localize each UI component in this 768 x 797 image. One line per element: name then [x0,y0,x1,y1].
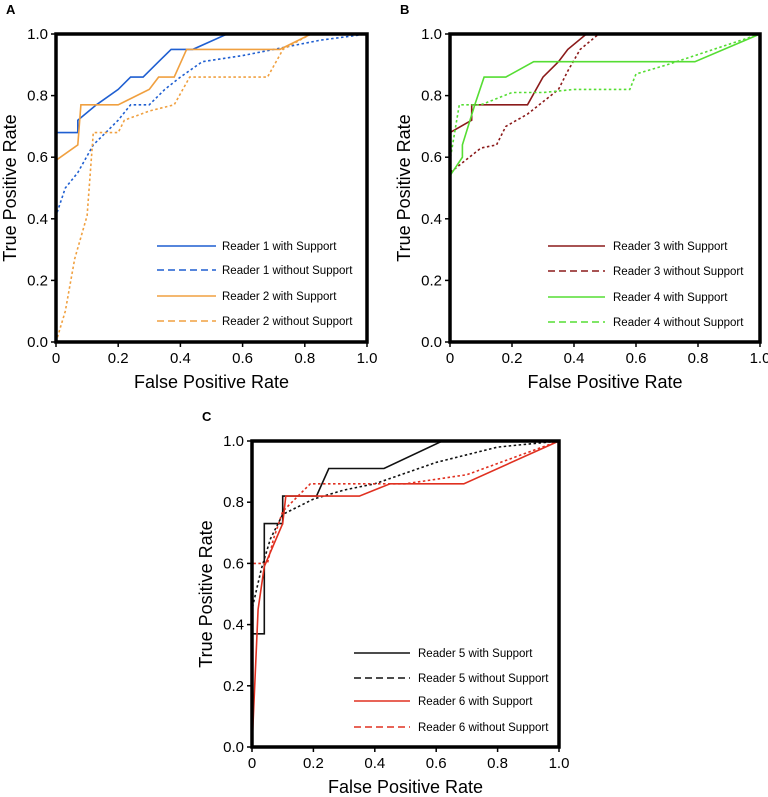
y-tick-label-a: 0.8 [27,88,48,105]
legend-label-a-3: Reader 2 with Support [222,291,337,303]
roc-curve-b-1 [449,33,760,342]
panel-label-a: A [6,2,16,17]
panel-a: A 0 0.2 0.4 0.6 0.8 1.0 0.0 0.2 0.4 0.6 0.8 1.0 False… [0,2,377,392]
panel-c: C 0 0.2 0.4 0.6 0.8 1.0 0.0 0.2 0.4 0.6 0.8 1.0 False… [196,409,569,797]
legend-b: Reader 3 with Support Reader 3 without Su… [548,241,744,329]
y-axis-title-c: True Positive Rate [196,520,216,667]
roc-curve-c-2 [251,440,560,747]
y-axis-title-b: True Positive Rate [394,114,414,261]
x-tick-label-c: 0.8 [487,755,508,772]
y-tick-label-c: 0.8 [223,494,244,511]
y-tick-label-a: 1.0 [27,26,48,43]
y-axis-title-a: True Positive Rate [0,114,20,261]
x-tick-label-c: 0.2 [303,755,324,772]
legend-label-a-4: Reader 2 without Support [222,316,353,328]
plot-frame-c [250,439,561,749]
legend-label-b-3: Reader 4 with Support [613,292,728,304]
x-axis-title-c: False Positive Rate [328,777,483,797]
legend-label-a-2: Reader 1 without Support [222,265,353,277]
legend-label-c-4: Reader 6 without Support [418,722,549,734]
x-tick-label-a: 0.4 [170,350,191,367]
x-tick-label-b: 0.6 [626,350,647,367]
x-tick-label-a: 0.8 [294,350,315,367]
legend-label-c-3: Reader 6 with Support [418,696,533,708]
x-tick-label-a: 0.6 [232,350,253,367]
roc-curve-b-2 [449,33,760,342]
legend-label-a-1: Reader 1 with Support [222,241,337,253]
y-tick-label-b: 0.4 [421,211,442,228]
y-tick-label-a: 0.4 [27,211,48,228]
y-tick-label-b: 1.0 [421,26,442,43]
legend-label-c-1: Reader 5 with Support [418,648,533,660]
roc-curve-c-1 [251,440,559,747]
y-tick-label-a: 0.2 [27,272,48,289]
x-axis-title-b: False Positive Rate [527,372,682,392]
y-tick-label-b: 0.8 [421,88,442,105]
x-tick-label-a: 0 [52,350,60,367]
x-tick-label-b: 0.4 [564,350,585,367]
x-tick-label-b: 0.2 [502,350,523,367]
x-tick-label-b: 1.0 [750,350,768,367]
panel-label-c: C [202,409,212,424]
x-axis-title-a: False Positive Rate [134,372,289,392]
x-tick-label-c: 0 [248,755,256,772]
y-tick-label-b: 0.6 [421,149,442,166]
x-tick-label-b: 0.8 [688,350,709,367]
x-tick-label-a: 1.0 [357,350,378,367]
x-tick-label-c: 0.4 [364,755,385,772]
roc-curve-b-3 [449,33,761,342]
y-tick-label-c: 0.2 [223,678,244,695]
x-tick-label-c: 1.0 [549,755,570,772]
y-tick-label-c: 0.6 [223,555,244,572]
panel-b: B 0 0.2 0.4 0.6 0.8 1.0 0.0 0.2 0.4 0.6 0.8 1.0 False… [394,2,768,392]
plot-frame-a [54,32,369,344]
y-tick-label-c: 0.4 [223,617,244,634]
legend-label-b-4: Reader 4 without Support [613,317,744,329]
roc-curve-c-3 [251,440,560,748]
y-tick-label-b: 0.2 [421,272,442,289]
y-tick-label-c: 0.0 [223,739,244,756]
y-tick-label-b: 0.0 [421,334,442,351]
x-tick-label-a: 0.2 [108,350,129,367]
roc-curve-a-3 [55,33,367,342]
y-tick-label-c: 1.0 [223,433,244,450]
legend-c: Reader 5 with Support Reader 5 without Su… [354,648,549,734]
x-tick-label-b: 0 [446,350,454,367]
legend-label-b-2: Reader 3 without Support [613,266,744,278]
y-tick-label-a: 0.0 [27,334,48,351]
plot-frame-b [448,32,762,344]
panel-label-b: B [400,2,409,17]
roc-curve-a-4 [55,33,367,343]
x-tick-label-c: 0.6 [426,755,447,772]
y-tick-label-a: 0.6 [27,149,48,166]
legend-label-c-2: Reader 5 without Support [418,673,549,685]
legend-label-b-1: Reader 3 with Support [613,241,728,253]
legend-a: Reader 1 with Support Reader 1 without Su… [157,241,353,328]
